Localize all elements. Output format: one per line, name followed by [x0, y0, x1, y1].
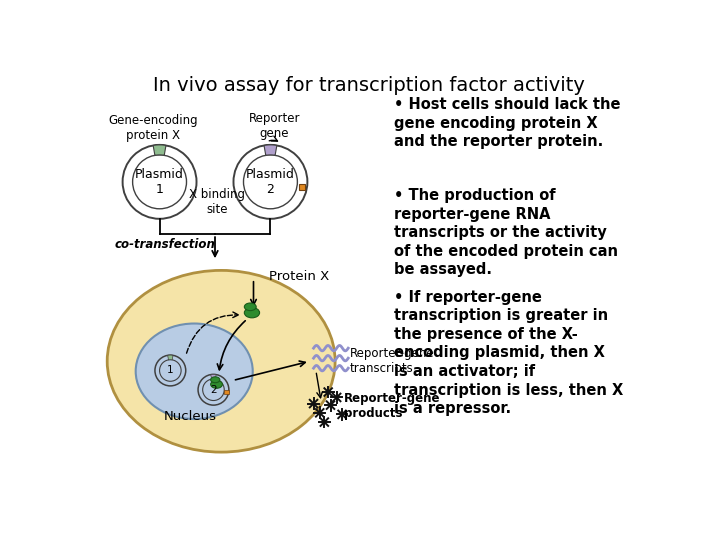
Text: Nucleus: Nucleus — [164, 410, 217, 423]
Text: Reporter
gene: Reporter gene — [248, 112, 300, 140]
Text: Reporter-gene
transcripts: Reporter-gene transcripts — [350, 347, 434, 375]
Ellipse shape — [244, 303, 256, 310]
Polygon shape — [153, 145, 166, 156]
Polygon shape — [211, 374, 216, 379]
Circle shape — [233, 145, 307, 219]
Text: 1: 1 — [167, 366, 174, 375]
Text: Plasmid
2: Plasmid 2 — [246, 168, 295, 196]
Ellipse shape — [211, 377, 220, 383]
Text: Protein X: Protein X — [269, 271, 329, 284]
Circle shape — [155, 355, 186, 386]
Ellipse shape — [135, 323, 253, 419]
Circle shape — [122, 145, 197, 219]
Text: • Host cells should lack the
gene encoding protein X
and the reporter protein.: • Host cells should lack the gene encodi… — [394, 97, 620, 150]
Text: co-transfection: co-transfection — [115, 238, 216, 251]
Circle shape — [198, 374, 229, 405]
Text: X binding
site: X binding site — [189, 188, 246, 216]
Ellipse shape — [244, 308, 260, 318]
Polygon shape — [168, 355, 173, 360]
Text: • If reporter-gene
transcription is greater in
the presence of the X-
encoding p: • If reporter-gene transcription is grea… — [394, 289, 623, 416]
Text: Plasmid
1: Plasmid 1 — [135, 168, 184, 196]
Ellipse shape — [107, 271, 335, 452]
Text: • The production of
reporter-gene RNA
transcripts or the activity
of the encoded: • The production of reporter-gene RNA tr… — [394, 188, 618, 278]
Ellipse shape — [211, 380, 222, 388]
Polygon shape — [264, 145, 277, 156]
Text: In vivo assay for transcription factor activity: In vivo assay for transcription factor a… — [153, 76, 585, 96]
Text: Gene-encoding
protein X: Gene-encoding protein X — [109, 114, 198, 142]
Bar — [299, 184, 305, 191]
Bar — [224, 390, 229, 394]
Text: Reporter-gene
products: Reporter-gene products — [344, 392, 441, 420]
Text: 2: 2 — [210, 384, 217, 395]
